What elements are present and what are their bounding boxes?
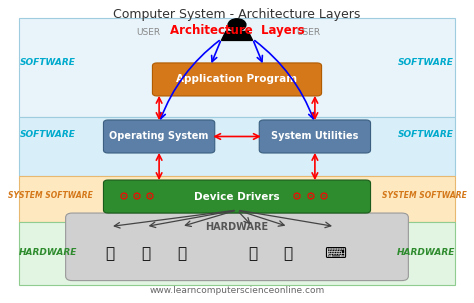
Text: 🖥: 🖥: [141, 246, 150, 261]
Text: ⚙: ⚙: [292, 191, 302, 201]
Text: SYSTEM SOFTWARE: SYSTEM SOFTWARE: [8, 191, 92, 200]
Text: ⚙: ⚙: [132, 191, 142, 201]
Text: SOFTWARE: SOFTWARE: [398, 131, 454, 139]
FancyBboxPatch shape: [65, 213, 409, 281]
Text: HARDWARE: HARDWARE: [397, 248, 456, 257]
FancyBboxPatch shape: [19, 117, 455, 175]
Text: SOFTWARE: SOFTWARE: [20, 58, 76, 68]
Text: SOFTWARE: SOFTWARE: [398, 58, 454, 68]
Text: USER: USER: [296, 28, 320, 37]
Circle shape: [228, 19, 246, 31]
Text: SOFTWARE: SOFTWARE: [20, 131, 76, 139]
Text: System Utilities: System Utilities: [271, 132, 359, 142]
FancyBboxPatch shape: [19, 175, 455, 222]
Text: 🎧: 🎧: [177, 246, 186, 261]
FancyBboxPatch shape: [259, 120, 371, 153]
Text: 🖱: 🖱: [248, 246, 257, 261]
Text: USER: USER: [136, 28, 160, 37]
FancyBboxPatch shape: [19, 18, 455, 117]
Polygon shape: [221, 32, 253, 40]
Text: Application Program: Application Program: [176, 75, 298, 85]
Text: 🖨: 🖨: [106, 246, 115, 261]
Text: HARDWARE: HARDWARE: [205, 222, 269, 232]
Text: 💾: 💾: [283, 246, 293, 261]
Text: HARDWARE: HARDWARE: [18, 248, 77, 257]
Text: Operating System: Operating System: [109, 132, 209, 142]
Text: SYSTEM SOFTWARE: SYSTEM SOFTWARE: [382, 191, 466, 200]
Text: ⚙: ⚙: [319, 191, 329, 201]
FancyBboxPatch shape: [153, 63, 321, 96]
FancyBboxPatch shape: [103, 180, 371, 213]
FancyBboxPatch shape: [19, 222, 455, 285]
Text: ⚙: ⚙: [118, 191, 128, 201]
Text: ⚙: ⚙: [305, 191, 315, 201]
Text: Architecture  Layers: Architecture Layers: [170, 24, 304, 37]
Text: Device Drivers: Device Drivers: [194, 191, 280, 201]
Text: Computer System - Architecture Layers: Computer System - Architecture Layers: [113, 8, 361, 21]
Text: www.learncomputerscienceonline.com: www.learncomputerscienceonline.com: [149, 286, 325, 295]
Text: ⌨: ⌨: [324, 246, 346, 261]
Text: ⚙: ⚙: [145, 191, 155, 201]
FancyBboxPatch shape: [103, 120, 215, 153]
